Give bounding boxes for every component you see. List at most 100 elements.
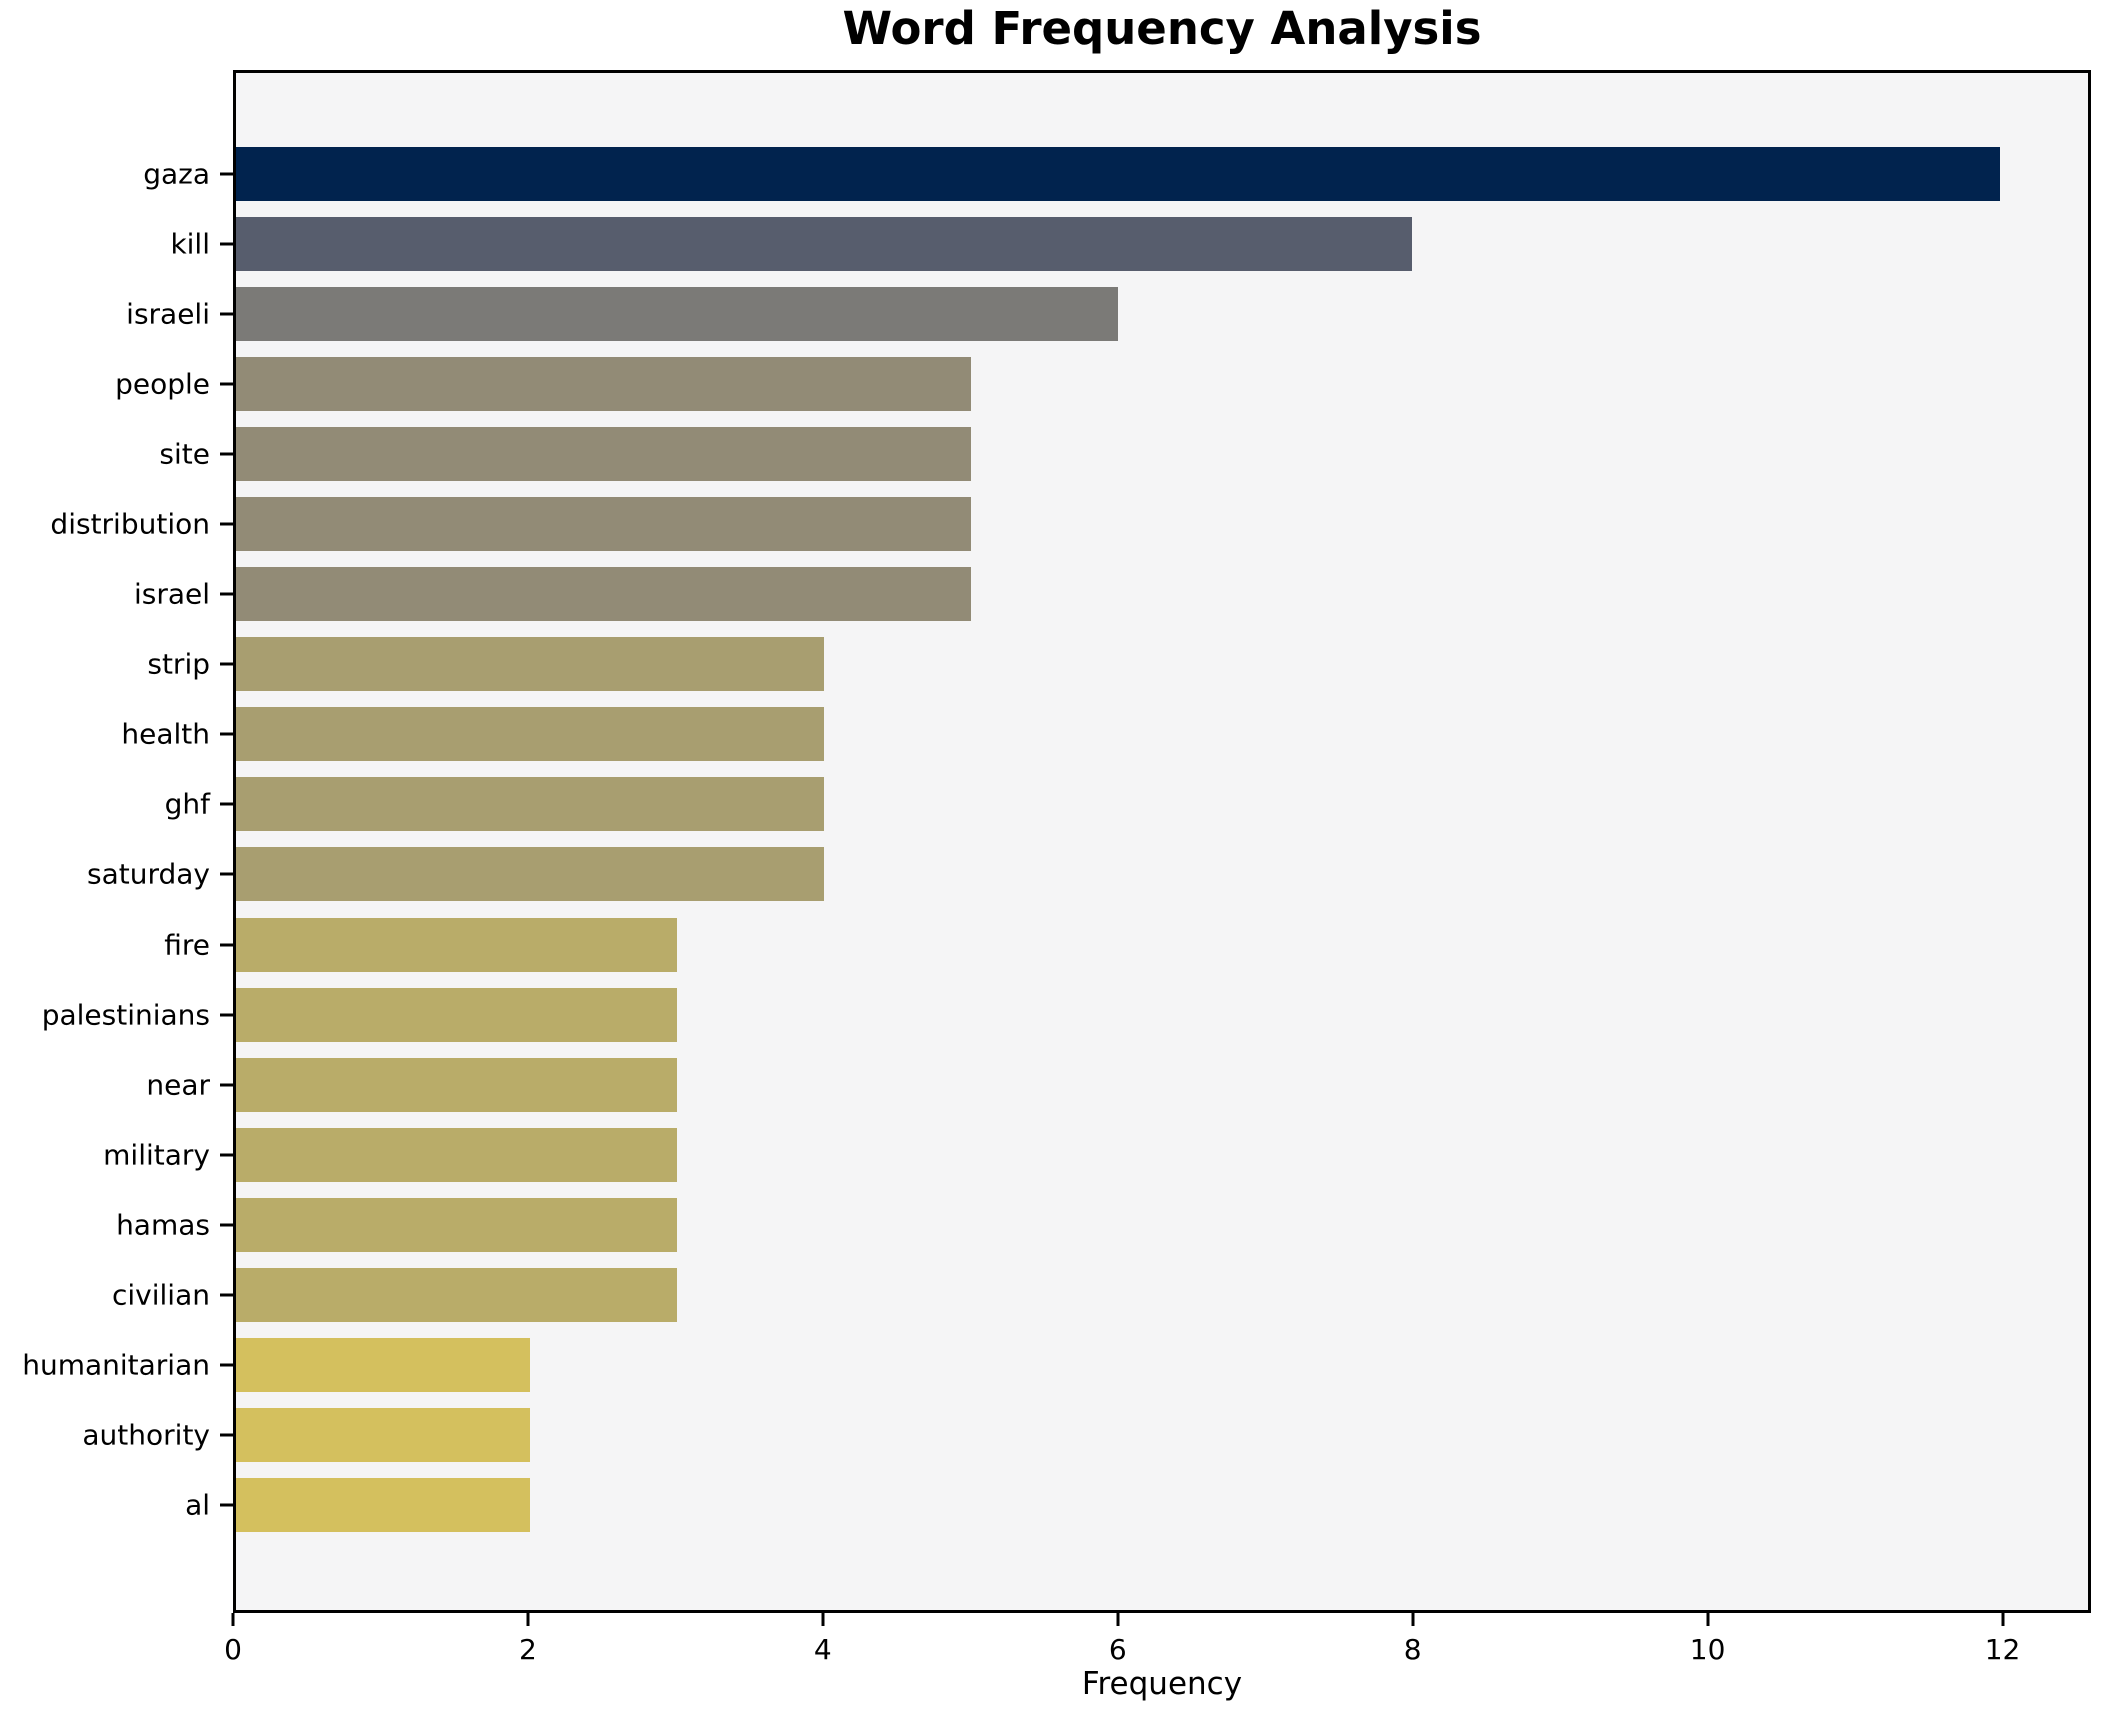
- bar: [236, 217, 1412, 272]
- bar: [236, 637, 824, 692]
- bar: [236, 1197, 677, 1252]
- y-tick-mark: [220, 242, 233, 246]
- bar-row: strip: [147, 629, 2088, 699]
- y-tick-mark: [220, 1293, 233, 1297]
- plot-area: gaza kill israeli people site distr: [22, 70, 2091, 1613]
- bar: [236, 707, 824, 762]
- y-tick-mark: [220, 1433, 233, 1437]
- bar: [236, 777, 824, 832]
- y-tick-mark: [220, 802, 233, 806]
- y-tick-mark: [220, 312, 233, 316]
- y-tick-mark: [220, 1153, 233, 1157]
- x-axis: 0 2 4 6 8 10 12: [224, 1613, 2091, 1683]
- y-tick-mark: [220, 1223, 233, 1227]
- x-axis-tick-label: 4: [813, 1633, 832, 1666]
- bar: [236, 147, 2000, 202]
- y-tick-mark: [220, 522, 233, 526]
- y-tick-label: israeli: [126, 297, 210, 331]
- bar: [236, 987, 677, 1042]
- bar: [236, 497, 971, 552]
- x-tick-mark: [821, 1613, 825, 1626]
- bar: [236, 567, 971, 622]
- y-tick-mark: [220, 1013, 233, 1017]
- x-tick-mark: [1116, 1613, 1120, 1626]
- bar-row: israel: [134, 559, 2088, 629]
- y-tick-label: gaza: [143, 157, 210, 191]
- bar: [236, 357, 971, 412]
- y-tick-mark: [220, 943, 233, 947]
- bar-row: military: [103, 1120, 2088, 1190]
- bar-row: palestinians: [42, 980, 2088, 1050]
- x-axis-label: Frequency: [1081, 1666, 1243, 1702]
- y-tick-mark: [220, 1503, 233, 1507]
- bar: [236, 1477, 530, 1532]
- bar: [236, 287, 1118, 342]
- y-tick-mark: [220, 592, 233, 596]
- y-tick-label: civilian: [112, 1278, 210, 1312]
- y-tick-label: health: [121, 717, 210, 751]
- x-axis-tick-label: 2: [518, 1633, 537, 1666]
- y-tick-mark: [220, 172, 233, 176]
- chart-title: Word Frequency Analysis: [842, 2, 1482, 55]
- bar-row: humanitarian: [22, 1330, 2088, 1400]
- bar-row: authority: [82, 1400, 2088, 1470]
- bar: [236, 1267, 677, 1322]
- y-tick-label: authority: [82, 1418, 210, 1452]
- y-tick-mark: [220, 872, 233, 876]
- bars-container: gaza kill israeli people site distr: [22, 139, 2088, 1540]
- y-tick-mark: [220, 452, 233, 456]
- x-axis-tick-label: 0: [224, 1633, 242, 1666]
- bar-row: fire: [164, 910, 2088, 980]
- y-tick-label: kill: [170, 227, 210, 261]
- x-tick-mark: [1706, 1613, 1710, 1626]
- bar-row: israeli: [126, 279, 2088, 349]
- bar: [236, 427, 971, 482]
- y-tick-label: strip: [147, 647, 210, 681]
- bar: [236, 1127, 677, 1182]
- x-tick-mark: [1411, 1613, 1415, 1626]
- bar-row: civilian: [112, 1260, 2088, 1330]
- bar: [236, 1337, 530, 1392]
- x-axis-tick-label: 10: [1689, 1633, 1726, 1666]
- bar-row: al: [185, 1470, 2088, 1540]
- y-tick-label: israel: [133, 577, 210, 611]
- y-tick-label: fire: [164, 928, 210, 962]
- y-tick-label: humanitarian: [22, 1348, 210, 1382]
- y-tick-label: distribution: [50, 507, 210, 541]
- x-tick-mark: [526, 1613, 530, 1626]
- y-tick-label: saturday: [87, 857, 210, 891]
- y-tick-label: military: [103, 1138, 210, 1172]
- y-tick-label: site: [159, 437, 210, 471]
- bar: [236, 847, 824, 902]
- bar-row: saturday: [87, 839, 2088, 909]
- bar-row: health: [121, 699, 2088, 769]
- bar-row: site: [159, 419, 2088, 489]
- y-tick-label: al: [185, 1488, 210, 1522]
- x-axis-tick-label: 8: [1403, 1633, 1422, 1666]
- bar-row: kill: [170, 209, 2088, 279]
- y-tick-mark: [220, 662, 233, 666]
- y-tick-mark: [220, 1363, 233, 1367]
- bar-row: near: [146, 1050, 2088, 1120]
- x-tick-mark: [231, 1613, 235, 1626]
- y-tick-label: near: [146, 1068, 210, 1102]
- bar-row: distribution: [50, 489, 2088, 559]
- bar-row: hamas: [116, 1190, 2088, 1260]
- bar-row: gaza: [143, 139, 2088, 209]
- x-axis-tick-label: 12: [1984, 1633, 2021, 1666]
- y-tick-label: people: [115, 367, 210, 401]
- bar-row: people: [115, 349, 2088, 419]
- y-tick-label: ghf: [164, 787, 210, 821]
- bar-row: ghf: [165, 769, 2088, 839]
- y-tick-mark: [220, 732, 233, 736]
- y-tick-label: hamas: [116, 1208, 210, 1242]
- y-tick-mark: [220, 382, 233, 386]
- x-tick-mark: [2001, 1613, 2005, 1626]
- x-axis-tick-label: 6: [1108, 1633, 1127, 1666]
- bar: [236, 917, 677, 972]
- bar: [236, 1057, 677, 1112]
- y-tick-mark: [220, 1083, 233, 1087]
- bar: [236, 1407, 530, 1462]
- y-tick-label: palestinians: [41, 998, 210, 1032]
